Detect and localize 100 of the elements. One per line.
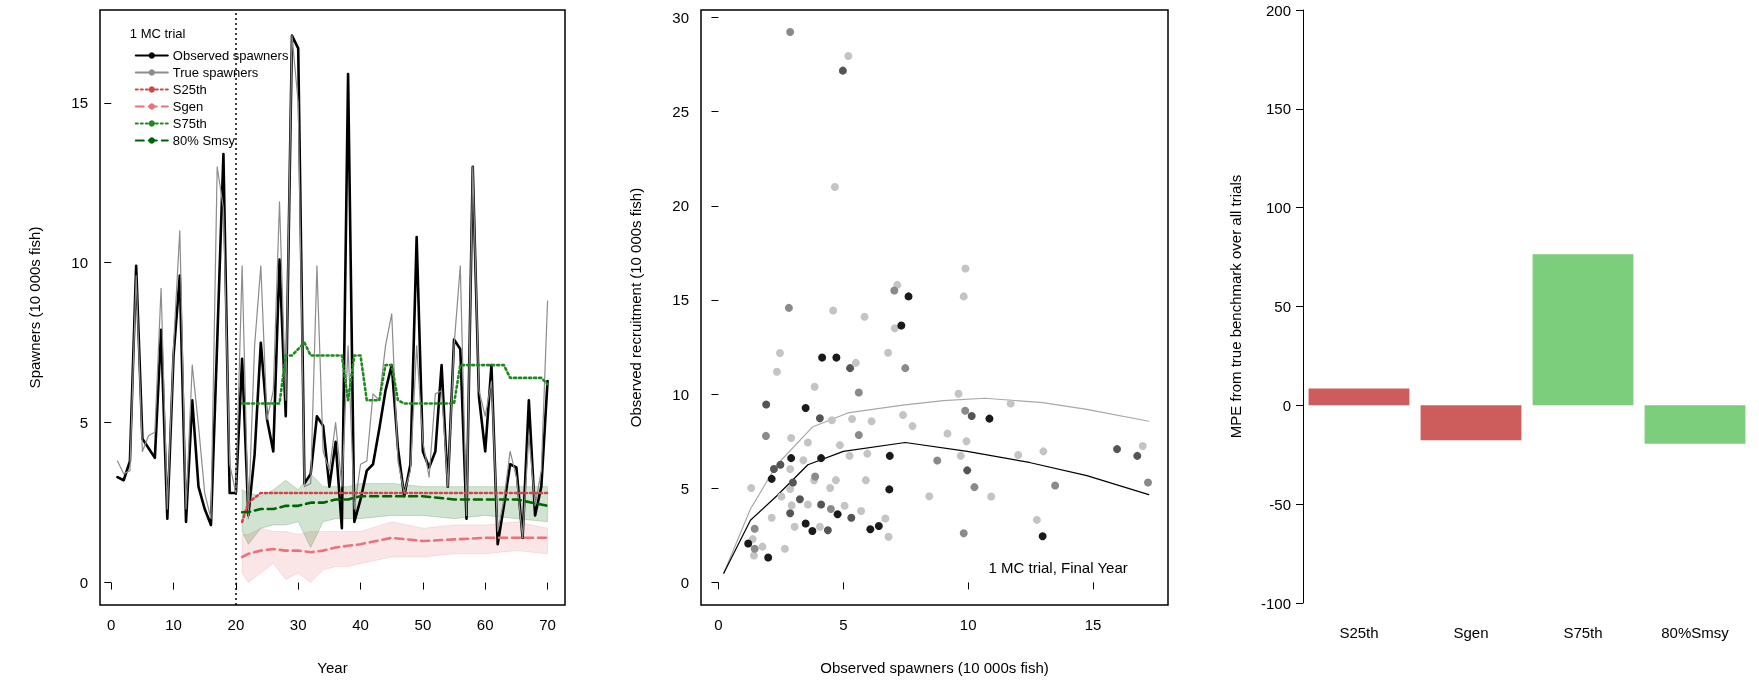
point <box>776 460 785 469</box>
point <box>784 303 793 312</box>
y-tick-label: 30 <box>672 9 689 27</box>
y-axis-title: MPE from true benchmark over all trials <box>1227 174 1244 439</box>
y-tick-label: 150 <box>1265 100 1291 118</box>
y-tick-label: 10 <box>672 385 689 403</box>
point <box>963 466 972 475</box>
point <box>962 437 971 446</box>
point <box>832 353 841 362</box>
x-axis-title: Observed spawners (10 000s fish) <box>820 659 1049 676</box>
x-tick-label: 0 <box>107 616 116 633</box>
point <box>761 431 770 440</box>
point <box>750 524 759 533</box>
legend-label: 80% Smsy <box>172 133 236 148</box>
point <box>954 389 963 398</box>
point <box>1032 515 1041 524</box>
x-tick-label: 50 <box>414 616 432 633</box>
legend-label: Observed spawners <box>172 48 289 63</box>
y-tick-label: -50 <box>1269 495 1291 513</box>
point <box>747 484 756 493</box>
point <box>840 501 849 510</box>
point <box>901 364 910 373</box>
x-tick-label: 5 <box>839 616 848 633</box>
point <box>787 433 796 442</box>
point <box>1038 532 1047 541</box>
point <box>811 472 820 481</box>
y-tick-label: 10 <box>71 254 88 272</box>
bar <box>1420 405 1522 441</box>
point <box>847 513 856 522</box>
point <box>758 542 767 551</box>
point <box>780 544 789 553</box>
y-tick-label: 50 <box>1274 298 1291 315</box>
y-tick-label: 0 <box>79 574 88 592</box>
point <box>1014 450 1023 459</box>
y-tick-label: 100 <box>1265 199 1291 217</box>
bar <box>1532 254 1634 406</box>
point <box>848 414 857 423</box>
point <box>744 539 753 548</box>
line-series <box>240 536 549 559</box>
point <box>750 544 759 553</box>
x-tick-label: 70 <box>539 616 556 633</box>
point <box>1113 445 1122 454</box>
point <box>786 485 795 494</box>
x-tick-label: 60 <box>476 616 494 633</box>
point <box>908 422 917 431</box>
point <box>787 501 796 510</box>
x-tick-label: 40 <box>352 616 369 633</box>
point <box>835 441 844 450</box>
point <box>881 514 890 523</box>
line-series <box>723 441 1150 574</box>
point <box>846 364 855 373</box>
bar <box>1644 405 1746 444</box>
point <box>829 306 838 315</box>
y-tick-label: 0 <box>1282 396 1291 414</box>
point <box>1051 481 1060 490</box>
point <box>803 500 812 509</box>
point <box>817 500 826 509</box>
point <box>826 484 835 493</box>
point <box>961 264 970 273</box>
legend-title: 1 MC trial <box>129 26 186 41</box>
annotation: 1 MC trial, Final Year <box>988 559 1128 576</box>
point <box>817 454 826 463</box>
point <box>790 522 799 531</box>
y-tick-label: 5 <box>79 414 88 432</box>
point <box>959 292 968 301</box>
point <box>787 454 796 463</box>
point <box>767 474 776 483</box>
bar <box>1308 388 1410 406</box>
point <box>767 513 776 522</box>
point <box>956 451 965 460</box>
line-series <box>240 494 549 514</box>
point <box>801 404 810 413</box>
point <box>818 353 827 362</box>
x-tick-label: Sgen <box>1453 624 1489 641</box>
point <box>884 532 893 541</box>
point <box>874 521 883 530</box>
point <box>890 324 899 333</box>
point <box>860 312 869 321</box>
y-tick-label: 25 <box>672 103 689 121</box>
x-tick-label: 10 <box>959 616 977 633</box>
point <box>885 485 894 494</box>
point <box>867 417 876 426</box>
point <box>815 522 824 531</box>
point <box>904 292 913 301</box>
point <box>844 51 853 60</box>
point <box>786 509 795 518</box>
x-tick-label: 20 <box>227 616 245 633</box>
point <box>925 492 934 501</box>
point <box>897 321 906 330</box>
point <box>764 553 773 562</box>
point <box>890 286 899 295</box>
point <box>854 430 863 439</box>
legend-label: Sgen <box>172 99 204 114</box>
point <box>823 526 832 535</box>
x-tick-label: S25th <box>1339 624 1379 641</box>
point <box>857 507 866 516</box>
x-tick-label: 15 <box>1084 616 1102 633</box>
point <box>1133 451 1142 460</box>
point <box>970 483 979 492</box>
point <box>831 476 840 485</box>
